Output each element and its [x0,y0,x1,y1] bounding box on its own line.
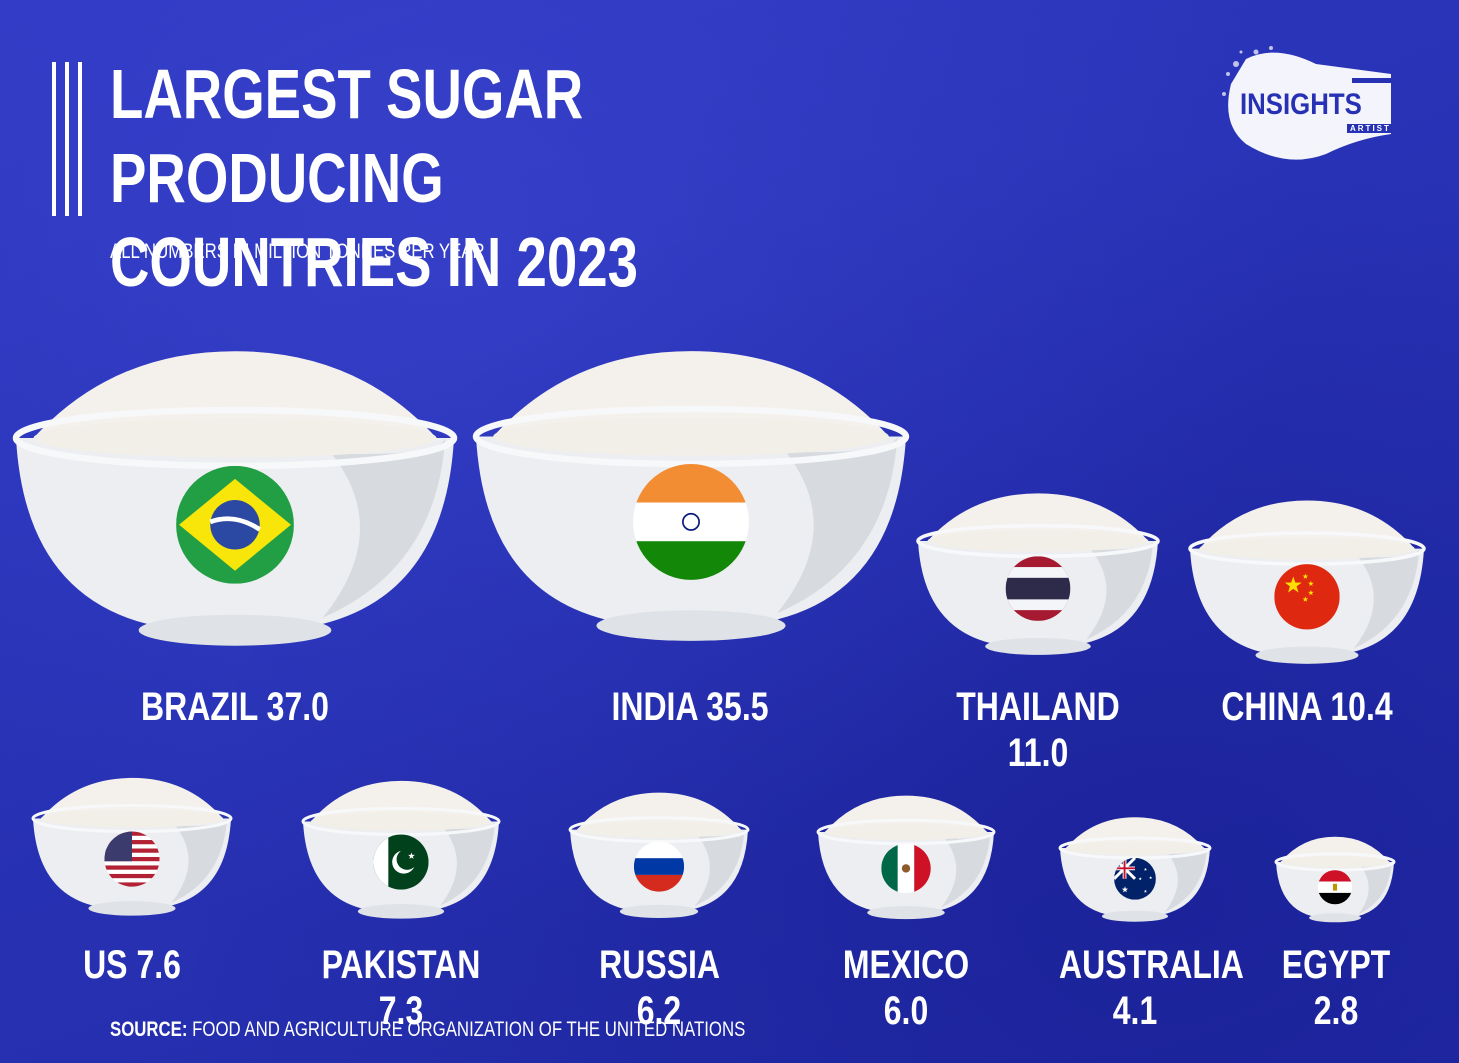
sugar-surface [825,823,987,841]
logo-subtext: ARTIST [1347,124,1394,133]
country-name: MEXICO [842,943,970,987]
bowl-foot [1255,646,1359,664]
china-flag-icon [1274,564,1340,630]
bowl-shade [1165,848,1207,912]
sugar-surface [1066,841,1204,855]
bowl-rim [31,803,233,834]
bowl-thailand [916,490,1160,660]
label-brazil: BRAZIL 37.0 [113,684,356,730]
value-label: 7.6 [136,943,181,987]
bowl-rim [916,523,1160,559]
sugar-surface [493,417,889,456]
bowl-shade [1358,862,1392,915]
bowl-india [472,345,910,650]
country-name: RUSSIA [599,943,719,987]
bowl-foot [1309,913,1361,923]
bowl-foot [1102,910,1168,922]
country-name: CHINA [1221,685,1322,729]
source-text: FOOD AND AGRICULTURE ORGANIZATION OF THE… [187,1018,746,1041]
sugar-surface [1280,856,1390,868]
country-name: PAKISTAN [321,943,481,987]
label-thailand: THAILAND 11.0 [942,684,1134,776]
bowl-russia [568,790,750,922]
label-pakistan: PAKISTAN 7.3 [320,942,482,1034]
bowl-shade [1086,541,1154,640]
bowl-shade [941,832,991,908]
bowl-rim [568,816,750,843]
bowl-shade [440,821,496,906]
bowl-rim [816,818,996,846]
bowl-shade [694,829,745,907]
country-name: US [83,943,128,987]
title-accent-bars [52,62,92,216]
bowl-australia [1058,815,1212,925]
logo-text: INSIGHTS [1240,88,1362,121]
bowl-shade [171,818,228,903]
brazil-flag-icon [176,465,294,584]
russia-flag-icon [633,841,685,892]
country-name: BRAZIL [141,685,258,729]
sugar-surface [33,418,437,458]
country-name: EGYPT [1281,943,1391,987]
insights-artist-logo: INSIGHTS ARTIST [1216,44,1406,164]
label-russia: RUSSIA 6.2 [580,942,738,1034]
bowl-mexico [816,793,996,923]
value-label: 7.3 [378,989,424,1033]
thailand-flag-icon [1005,556,1071,621]
mexico-flag-icon [881,843,931,894]
country-name: THAILAND [956,685,1120,729]
bowl-foot [596,610,786,641]
label-australia: AUSTRALIA 4.1 [1059,942,1244,1034]
bowl-rim [12,406,458,470]
bowl-rim [1274,852,1396,872]
label-egypt: EGYPT 2.8 [1280,942,1392,1034]
bowl-foot [867,906,945,920]
bowl-foot [985,637,1091,655]
sugar-surface [310,812,492,831]
bowl-shade [777,436,898,614]
value-label: 6.2 [636,989,682,1033]
bowl-shade [1353,548,1420,649]
value-label: 2.8 [1313,989,1359,1033]
egypt-flag-icon [1317,870,1353,905]
sugar-surface [577,821,741,838]
label-china: CHINA 10.4 [1213,684,1400,730]
value-label: 6.0 [883,989,929,1033]
bowl-foot [357,904,445,919]
sugar-surface [927,530,1149,552]
bowl-rim [301,806,501,837]
bowl-foot [138,614,332,646]
sugar-surface [1199,537,1415,560]
chart-title: LARGEST SUGAR PRODUCING COUNTRIES IN 202… [110,55,638,301]
bowl-china [1188,497,1426,669]
country-name: AUSTRALIA [1059,943,1244,987]
country-name: INDIA [611,685,698,729]
bowl-foot [619,904,699,919]
sugar-surface [40,809,224,828]
australia-flag-icon [1114,857,1156,900]
bowl-pakistan [301,778,501,923]
source-note: SOURCE: FOOD AND AGRICULTURE ORGANIZATIO… [110,1018,745,1042]
value-label: 37.0 [266,685,329,729]
source-prefix: SOURCE: [110,1018,188,1041]
value-label: 11.0 [1007,731,1069,775]
pakistan-flag-icon [373,834,429,890]
bowl-us [31,775,233,920]
label-us: US 7.6 [52,942,212,988]
value-label: 35.5 [706,685,769,729]
bowl-shade [322,438,446,618]
bowl-brazil [12,345,458,655]
value-label: 4.1 [1112,989,1158,1033]
bowl-foot [88,901,176,916]
bowl-egypt [1274,835,1396,925]
label-mexico: MEXICO 6.0 [826,942,986,1034]
value-label: 10.4 [1330,685,1393,729]
chart-subtitle: ALL NUMBERS IN MILLION TONNES PER YEAR [110,240,485,263]
label-india: INDIA 35.5 [586,684,794,730]
